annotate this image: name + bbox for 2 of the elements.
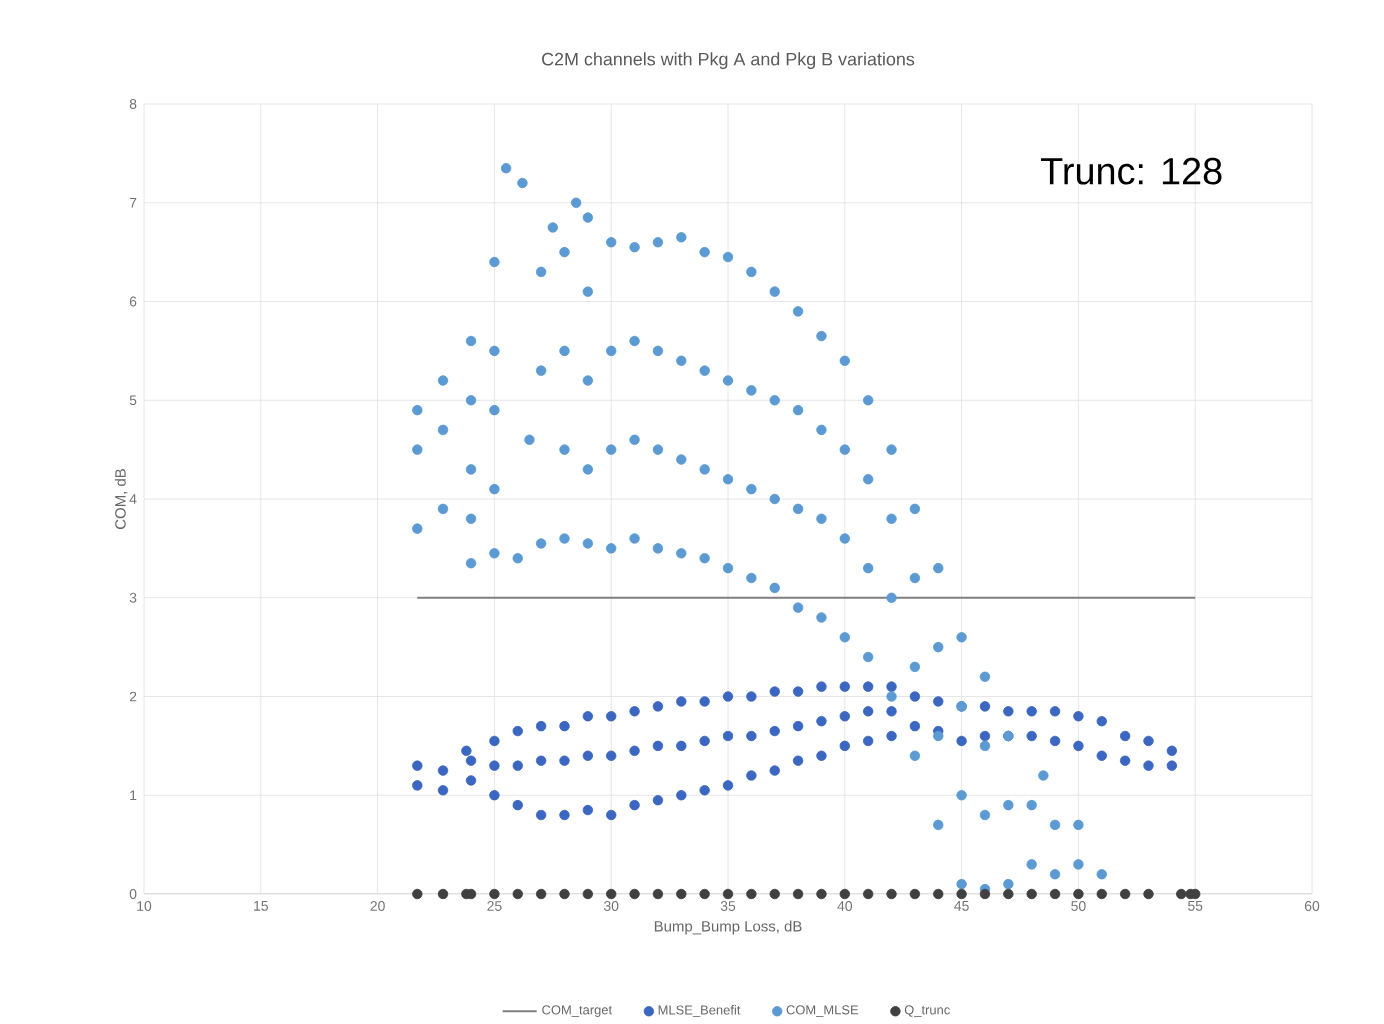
chart-title: C2M channels with Pkg A and Pkg B variations [542, 52, 915, 70]
annotation: Trunc: 128 [1040, 157, 1222, 185]
